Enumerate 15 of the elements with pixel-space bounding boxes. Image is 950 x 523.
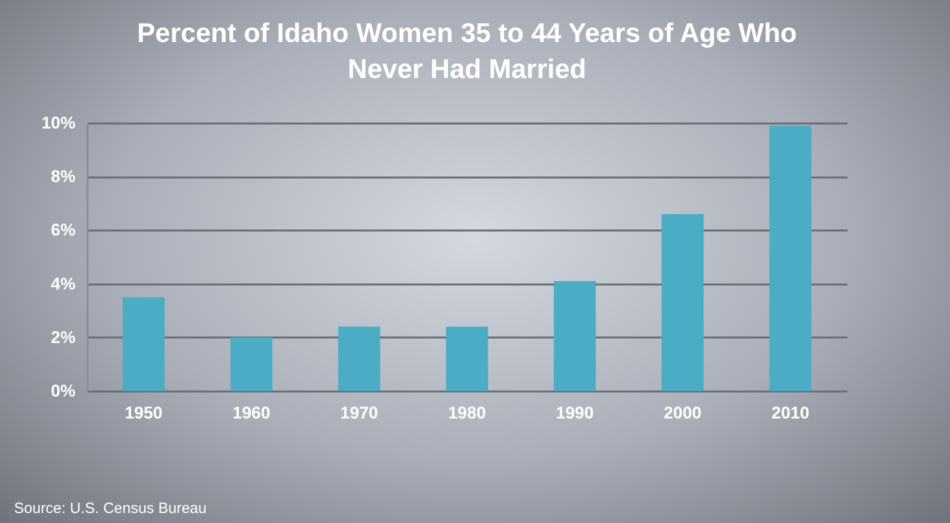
y-tick-label: 2% [50, 328, 76, 347]
y-tick-label: 6% [50, 220, 76, 240]
x-tick-label: 1970 [340, 404, 378, 422]
y-tick-label: 10% [41, 114, 76, 132]
y-tick-label: 4% [50, 274, 76, 294]
chart-title: Percent of Idaho Women 35 to 44 Years of Age Who Never Had Married [137, 18, 797, 84]
source-note: Source: U.S. Census Bureau [14, 500, 207, 517]
x-tick-label: 2010 [771, 404, 810, 422]
y-tick-label: 0% [50, 382, 76, 400]
x-tick-label: 1950 [124, 404, 163, 422]
x-tick-label: 1990 [556, 404, 594, 422]
x-tick-label: 1980 [448, 404, 486, 422]
y-tick-label: 8% [50, 167, 76, 186]
x-tick-label: 2000 [664, 404, 702, 422]
x-tick-label: 1960 [232, 404, 270, 422]
